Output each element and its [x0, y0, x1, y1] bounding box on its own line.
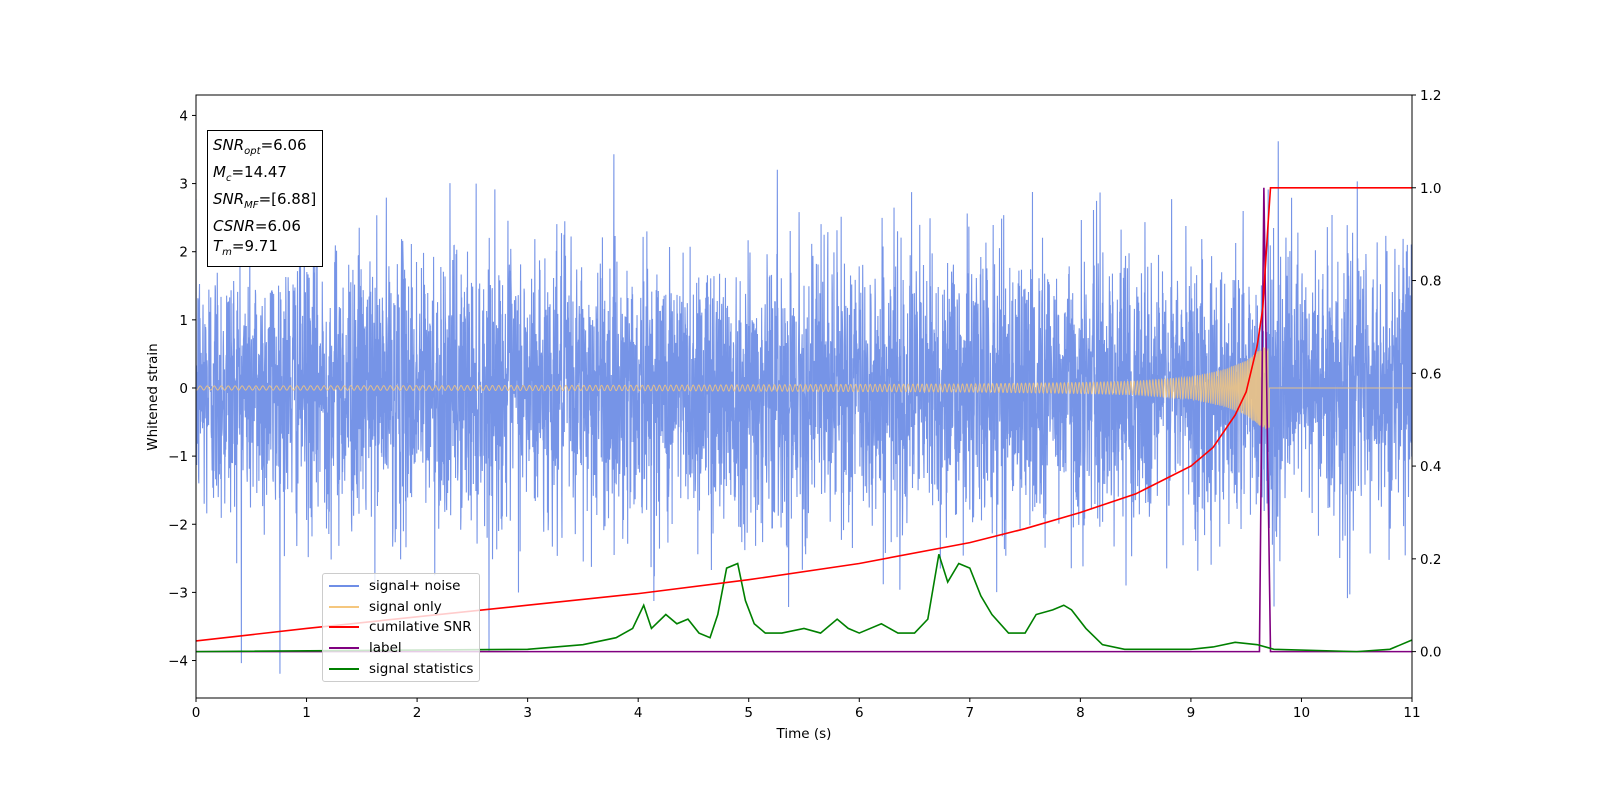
legend-item-signal-only: signal only	[329, 597, 473, 618]
y-right-tick-label: 0.2	[1420, 552, 1441, 568]
y-right-tick-label: 0.4	[1420, 459, 1441, 475]
legend-swatch	[329, 605, 359, 608]
x-tick-label: 10	[1293, 705, 1310, 721]
x-tick-label: 4	[634, 705, 643, 721]
y-axis-label: Whitened strain	[145, 343, 161, 450]
annotation-mc: Mc=14.47	[213, 163, 287, 184]
legend-item-label: label	[329, 638, 473, 659]
x-tick-label: 9	[1187, 705, 1196, 721]
legend-swatch	[329, 626, 359, 629]
y-left-tick-label: 2	[179, 245, 188, 261]
x-tick-label: 7	[966, 705, 975, 721]
y-left-tick-label: −4	[168, 654, 188, 670]
legend-label: signal+ noise	[369, 578, 461, 595]
legend-item-signal-noise: signal+ noise	[329, 576, 473, 597]
y-right-tick-label: 0.6	[1420, 366, 1441, 382]
y-left-tick-label: 4	[179, 108, 188, 124]
annotation-snr-opt: SNRopt=6.06	[213, 136, 307, 157]
y-axis-left: −4 −3 −2 −1 0 1 2 3 4	[168, 108, 196, 670]
signal-statistics-line	[196, 553, 1412, 653]
y-left-tick-label: −2	[168, 517, 188, 533]
x-tick-label: 0	[192, 705, 201, 721]
y-left-tick-label: −1	[168, 449, 188, 465]
signal-noise-series	[196, 141, 1412, 674]
annotation-snr-mf: SNRMF=[6.88]	[213, 190, 317, 211]
x-tick-label: 6	[855, 705, 864, 721]
annotation-box: SNRopt=6.06 Mc=14.47 SNRMF=[6.88] CSNR=6…	[207, 130, 324, 267]
signal-only-series	[196, 347, 1412, 429]
x-axis-label: Time (s)	[776, 726, 832, 742]
legend-item-cumulative-snr: cumilative SNR	[329, 617, 473, 638]
signal-noise-line	[196, 141, 1412, 674]
annotation-csnr: CSNR=6.06	[213, 217, 301, 235]
y-right-tick-label: 1.0	[1420, 181, 1441, 197]
x-tick-label: 2	[413, 705, 422, 721]
x-axis: 0 1 2 3 4 5 6 7 8 9 10 11	[192, 698, 1421, 721]
cumulative-snr-line	[196, 186, 1412, 642]
x-tick-label: 5	[744, 705, 753, 721]
y-right-tick-label: 0.0	[1420, 645, 1441, 661]
label-line	[196, 187, 1412, 653]
plot-frame	[195, 94, 1413, 699]
y-axis-right: 0.0 0.2 0.4 0.6 0.8 1.0 1.2	[1412, 88, 1441, 661]
x-tick-label: 8	[1076, 705, 1085, 721]
y-right-tick-label: 0.8	[1420, 274, 1441, 290]
legend: signal+ noise signal only cumilative SNR…	[322, 573, 481, 682]
legend-label: signal statistics	[369, 660, 474, 677]
x-tick-label: 1	[302, 705, 311, 721]
y-right-tick-label: 1.2	[1420, 88, 1441, 104]
y-left-tick-label: 0	[179, 381, 188, 397]
legend-swatch	[329, 585, 359, 588]
legend-item-signal-statistics: signal statistics	[329, 658, 473, 679]
y-left-tick-label: −3	[168, 585, 188, 601]
legend-label: cumilative SNR	[369, 619, 472, 636]
y-left-tick-label: 1	[179, 313, 188, 329]
x-tick-label: 11	[1403, 705, 1420, 721]
legend-swatch	[329, 647, 359, 650]
y-left-tick-label: 3	[179, 177, 188, 193]
signal-only-line	[196, 347, 1412, 429]
x-tick-label: 3	[523, 705, 532, 721]
legend-label: label	[369, 640, 402, 657]
legend-swatch	[329, 667, 359, 670]
legend-label: signal only	[369, 598, 442, 615]
annotation-tm: Tm=9.71	[213, 237, 278, 258]
